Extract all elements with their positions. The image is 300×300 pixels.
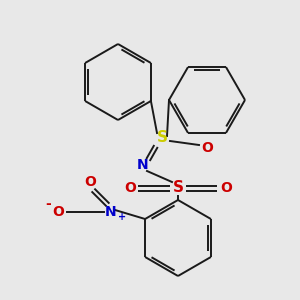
Text: N: N: [137, 158, 149, 172]
Text: O: O: [124, 181, 136, 195]
Text: N: N: [105, 205, 117, 219]
Text: S: S: [157, 130, 167, 146]
Text: O: O: [52, 205, 64, 219]
Text: +: +: [118, 212, 126, 222]
Text: O: O: [201, 141, 213, 155]
Text: -: -: [45, 197, 51, 211]
Text: O: O: [84, 175, 96, 189]
Text: S: S: [172, 181, 184, 196]
Text: O: O: [220, 181, 232, 195]
